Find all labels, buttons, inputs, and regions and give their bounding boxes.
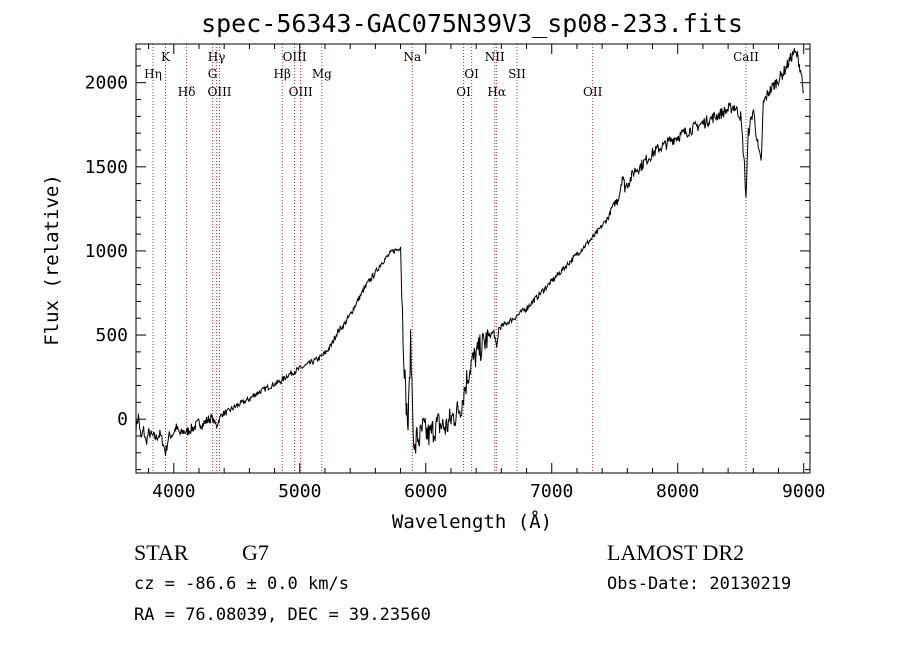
line-marker-label: Hα bbox=[487, 85, 506, 99]
y-tick-label: 500 bbox=[95, 325, 128, 346]
line-marker-label: SII bbox=[508, 67, 526, 81]
line-marker-label: OIII bbox=[289, 85, 313, 99]
redshift-line: cz = -86.6 ± 0.0 km/s bbox=[134, 574, 349, 594]
coordinates-line: RA = 76.08039, DEC = 39.23560 bbox=[134, 605, 431, 625]
line-marker-label: Hβ bbox=[274, 67, 291, 81]
x-tick-label: 8000 bbox=[656, 481, 699, 502]
x-axis-label: Wavelength (Å) bbox=[392, 510, 552, 533]
y-tick-label: 1000 bbox=[85, 241, 128, 262]
plot-area bbox=[135, 48, 805, 456]
line-marker-label: OI bbox=[456, 85, 471, 99]
line-marker-label: Hη bbox=[144, 67, 162, 81]
line-marker-label: OI bbox=[464, 67, 479, 81]
line-marker-label: Hδ bbox=[178, 85, 196, 99]
chart-title: spec-56343-GAC075N39V3_sp08-233.fits bbox=[201, 9, 743, 38]
line-marker-label: Hγ bbox=[208, 50, 226, 64]
object-subclass: G7 bbox=[242, 540, 269, 565]
line-marker-label: Na bbox=[403, 50, 421, 64]
line-marker-label: K bbox=[161, 50, 171, 64]
object-class: STAR bbox=[134, 540, 189, 565]
x-tick-label: 9000 bbox=[782, 481, 825, 502]
line-marker-label: OIII bbox=[283, 50, 307, 64]
line-marker-label: OII bbox=[583, 85, 603, 99]
x-tick-label: 4000 bbox=[152, 481, 195, 502]
spectrum-line bbox=[135, 48, 805, 456]
line-marker-label: Mg bbox=[312, 67, 332, 81]
line-marker-label: NII bbox=[485, 50, 505, 64]
x-axis: 4000 5000 6000 7000 8000 9000 bbox=[148, 44, 825, 502]
y-axis: 0 500 1000 1500 2000 bbox=[85, 48, 810, 471]
survey-name: LAMOST DR2 bbox=[607, 540, 744, 565]
line-marker-label: CaII bbox=[733, 50, 759, 64]
x-tick-label: 5000 bbox=[278, 481, 321, 502]
plot-frame bbox=[135, 43, 811, 474]
y-tick-label: 0 bbox=[117, 409, 128, 430]
y-tick-label: 1500 bbox=[85, 157, 128, 178]
y-tick-label: 2000 bbox=[85, 73, 128, 94]
y-axis-label: Flux (relative) bbox=[41, 174, 63, 346]
obs-date: Obs-Date: 20130219 bbox=[607, 574, 791, 594]
line-marker-label: G bbox=[208, 67, 218, 81]
x-tick-label: 7000 bbox=[530, 481, 573, 502]
x-tick-label: 6000 bbox=[404, 481, 447, 502]
line-marker-label: OIII bbox=[207, 85, 231, 99]
